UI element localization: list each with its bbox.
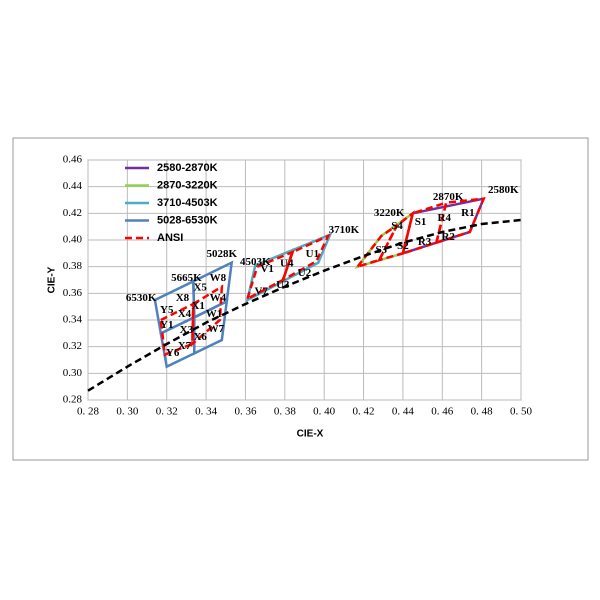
legend-label: 2870-3220K <box>157 179 218 191</box>
bin-polygon <box>280 233 331 283</box>
x-tick-label: 0. 44 <box>392 406 415 418</box>
annotation: R1 <box>461 207 474 219</box>
bin-polygon <box>190 284 224 347</box>
annotation: 5028K <box>207 248 238 260</box>
annotation: X5 <box>193 282 207 294</box>
x-tick-label: 0. 46 <box>431 406 454 418</box>
y-tick-label: 0.28 <box>63 394 83 406</box>
x-tick-label: 0. 48 <box>471 406 494 418</box>
annotation: X1 <box>191 300 204 312</box>
legend-label: 5028-6530K <box>157 214 218 226</box>
annotation: X6 <box>193 331 207 343</box>
x-tick-label: 0. 40 <box>313 406 336 418</box>
legend-label: 3710-4503K <box>157 197 218 209</box>
y-tick-label: 0.34 <box>63 314 83 326</box>
x-tick-label: 0. 36 <box>234 406 257 418</box>
annotation: R4 <box>438 212 452 224</box>
legend-label: 2580-2870K <box>157 162 218 174</box>
x-tick-label: 0. 32 <box>156 406 178 418</box>
annotation: U1 <box>306 248 319 260</box>
y-axis-label: CIE-Y <box>47 266 58 293</box>
bin-polygon <box>376 210 415 262</box>
locus-line <box>87 218 522 392</box>
annotation: 5665K <box>171 272 202 284</box>
x-tick-label: 0. 30 <box>116 406 139 418</box>
annotation: S2 <box>397 240 409 252</box>
annotation: 6530K <box>126 292 157 304</box>
annotation: S3 <box>375 244 387 256</box>
annotation: U2 <box>298 267 312 279</box>
annotation: V7 <box>254 286 268 298</box>
x-axis-label: CIE-X <box>297 429 324 440</box>
annotation: R3 <box>418 236 432 248</box>
y-tick-label: 0.46 <box>63 154 83 166</box>
annotation: 4503K <box>240 256 271 268</box>
annotation: V1 <box>260 263 273 275</box>
bin-polygon <box>434 197 486 245</box>
annotation: R2 <box>441 231 455 243</box>
y-tick-label: 0.40 <box>63 234 83 246</box>
annotation: W8 <box>210 272 227 284</box>
annotation: X4 <box>178 308 192 320</box>
x-tick-label: 0. 50 <box>510 406 533 418</box>
bin-polygon <box>401 200 448 256</box>
x-tick-label: 0. 34 <box>195 406 218 418</box>
annotation: X8 <box>176 292 190 304</box>
bin-polygon <box>245 249 295 302</box>
annotation: S4 <box>391 220 403 232</box>
y-tick-label: 0.32 <box>63 340 82 352</box>
x-tick-label: 0. 42 <box>353 406 375 418</box>
legend-label: ANSI <box>157 232 183 244</box>
annotation: 2580K <box>488 184 519 196</box>
annotation: Y6 <box>166 347 180 359</box>
annotation: W4 <box>210 292 227 304</box>
annotation: 3710K <box>329 224 360 236</box>
y-tick-label: 0.42 <box>63 207 82 219</box>
annotation: U3 <box>276 279 290 291</box>
annotation: W1 <box>206 308 223 320</box>
y-tick-label: 0.36 <box>63 287 83 299</box>
annotation: W7 <box>208 323 225 335</box>
annotation: 2870K <box>433 191 464 203</box>
annotation: X3 <box>180 324 194 336</box>
annotation: 3220K <box>374 207 405 219</box>
y-tick-label: 0.38 <box>63 260 83 272</box>
annotation: Y1 <box>160 319 173 331</box>
y-tick-label: 0.44 <box>63 180 83 192</box>
annotation: U4 <box>280 258 294 270</box>
y-tick-label: 0.30 <box>63 367 83 379</box>
x-tick-label: 0. 38 <box>274 406 297 418</box>
annotation: Y5 <box>160 304 174 316</box>
annotation: S1 <box>415 216 427 228</box>
bin-polygon <box>159 301 195 357</box>
annotation: X7 <box>178 340 192 352</box>
x-tick-label: 0. 28 <box>77 406 100 418</box>
